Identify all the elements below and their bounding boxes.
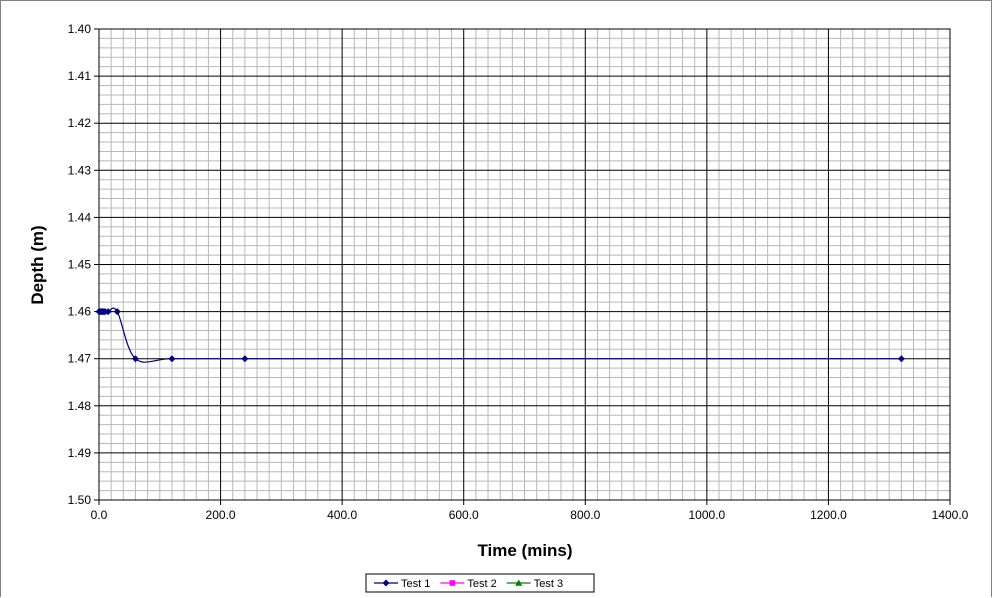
legend-label: Test 3 xyxy=(534,578,563,590)
x-axis-ticks: 0.0 200.0 400.0 600.0 800.0 1000.0 1200.0 1400.… xyxy=(91,500,969,522)
legend-marker xyxy=(382,579,390,587)
x-tick-label: 800.0 xyxy=(570,508,600,522)
x-tick-label: 600.0 xyxy=(449,508,479,522)
y-axis-ticks: 1.40 1.41 1.42 1.43 1.44 1.45 1.46 1.47 1.48 1.49… xyxy=(68,22,99,507)
series-1 xyxy=(95,307,905,363)
y-tick-label: 1.43 xyxy=(68,163,92,177)
y-tick-label: 1.50 xyxy=(68,493,92,507)
y-tick-label: 1.46 xyxy=(68,305,92,319)
data-point-marker xyxy=(897,355,905,363)
y-tick-label: 1.48 xyxy=(68,399,92,413)
x-tick-label: 200.0 xyxy=(206,508,236,522)
legend-item-2: Test 2 xyxy=(440,578,497,590)
data-point-marker xyxy=(104,308,112,316)
x-tick-label: 400.0 xyxy=(327,508,357,522)
data-point-marker xyxy=(241,355,249,363)
y-axis-title: Depth (m) xyxy=(28,225,47,304)
legend-label: Test 2 xyxy=(467,578,496,590)
y-tick-label: 1.44 xyxy=(68,210,92,224)
data-point-marker xyxy=(131,355,139,363)
legend-label: Test 1 xyxy=(401,578,430,590)
legend-item-1: Test 1 xyxy=(374,578,430,590)
x-tick-label: 0.0 xyxy=(91,508,108,522)
data-point-marker xyxy=(113,308,121,316)
legend-box xyxy=(365,573,595,593)
data-point-marker xyxy=(168,355,176,363)
y-tick-label: 1.41 xyxy=(68,69,92,83)
y-tick-label: 1.42 xyxy=(68,116,92,130)
y-tick-label: 1.47 xyxy=(68,352,92,366)
series-layer xyxy=(95,307,905,363)
x-tick-label: 1400.0 xyxy=(932,508,969,522)
x-tick-label: 1000.0 xyxy=(689,508,726,522)
legend-marker xyxy=(515,579,523,586)
y-tick-label: 1.49 xyxy=(68,446,92,460)
x-axis-title: Time (mins) xyxy=(477,541,572,560)
y-tick-label: 1.40 xyxy=(68,22,92,36)
y-tick-label: 1.45 xyxy=(68,258,92,272)
legend: Test 1 Test 2 Test 3 xyxy=(365,573,595,593)
legend-item-3: Test 3 xyxy=(506,578,563,590)
legend-marker xyxy=(449,580,456,586)
x-tick-label: 1200.0 xyxy=(810,508,847,522)
